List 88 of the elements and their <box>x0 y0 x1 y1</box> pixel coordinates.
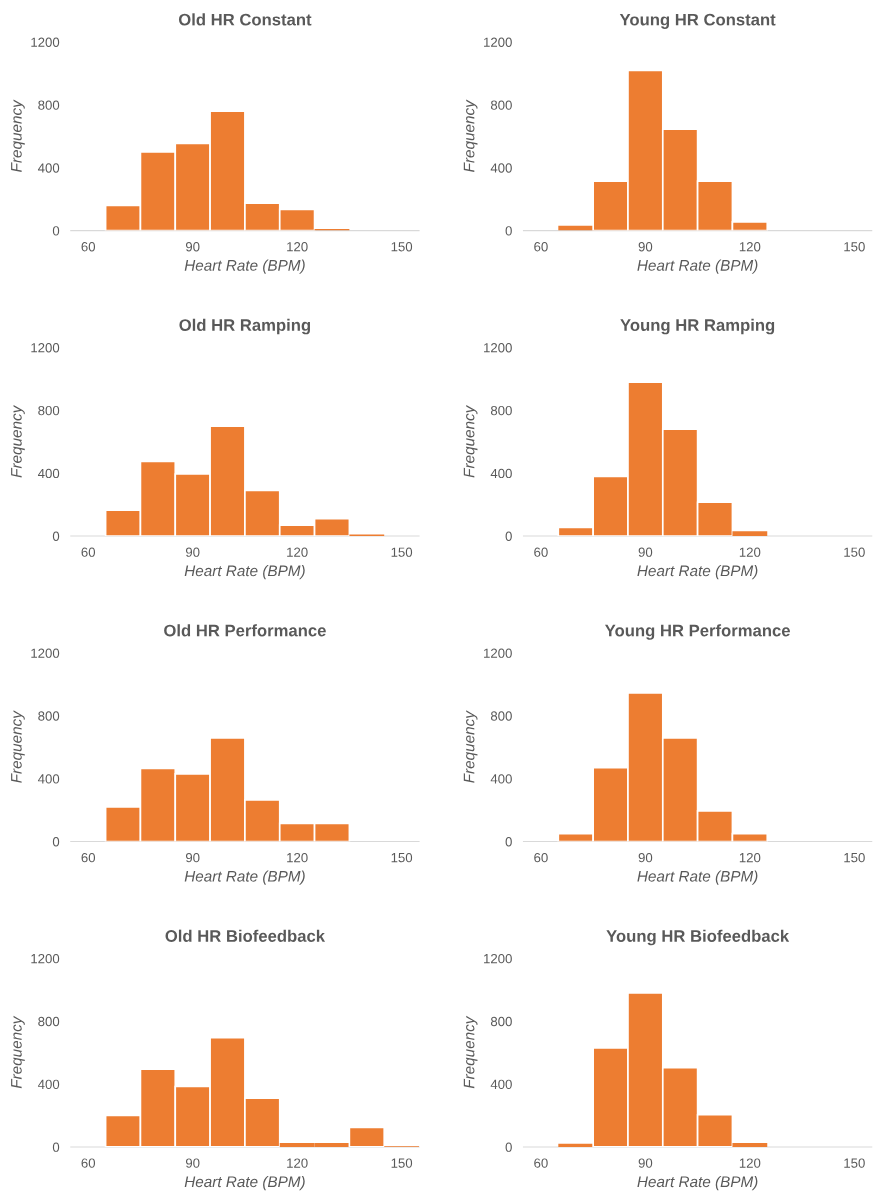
x-tick-label: 150 <box>844 852 865 863</box>
y-tick-label: 400 <box>490 468 512 479</box>
chart-title: Young HR Performance <box>604 624 790 640</box>
x-tick-label: 60 <box>534 1158 548 1168</box>
x-tick-label: 60 <box>81 242 96 252</box>
x-tick-label: 60 <box>534 242 548 252</box>
x-tick-label: 90 <box>185 1158 200 1168</box>
x-tick-label: 150 <box>844 547 865 557</box>
y-axis-title: Frequency <box>463 710 478 783</box>
y-tick-label: 1200 <box>31 343 60 353</box>
y-tick-label: 400 <box>37 163 60 173</box>
x-tick-label: 90 <box>185 852 200 863</box>
y-tick-label: 0 <box>505 531 512 541</box>
x-axis-title: Heart Rate (BPM) <box>637 870 758 885</box>
x-tick-label: 120 <box>287 852 308 863</box>
x-tick-label: 90 <box>638 1158 653 1168</box>
x-tick-label: 90 <box>185 547 200 557</box>
y-tick-label: 1200 <box>484 648 512 658</box>
y-tick-label: 800 <box>490 711 512 721</box>
y-tick-label: 1200 <box>484 37 512 47</box>
y-axis-title: Frequency <box>11 1015 25 1089</box>
x-axis-title: Heart Rate (BPM) <box>637 259 758 274</box>
x-tick-label: 120 <box>287 1158 308 1168</box>
x-tick-label: 90 <box>185 242 200 252</box>
y-tick-label: 1200 <box>31 953 60 964</box>
x-tick-label: 60 <box>81 1158 96 1168</box>
x-tick-label: 60 <box>81 852 96 863</box>
x-tick-label: 60 <box>534 852 548 863</box>
y-tick-label: 0 <box>505 837 512 847</box>
x-tick-label: 150 <box>844 1158 865 1168</box>
y-tick-label: 800 <box>38 1016 60 1027</box>
y-tick-label: 0 <box>505 1142 512 1152</box>
y-tick-label: 400 <box>490 163 512 173</box>
y-tick-label: 1200 <box>31 37 60 47</box>
x-tick-label: 150 <box>391 547 413 557</box>
y-tick-label: 1200 <box>31 648 60 658</box>
x-axis-title: Heart Rate (BPM) <box>637 565 758 580</box>
x-tick-label: 120 <box>287 242 308 252</box>
x-tick-label: 120 <box>739 242 761 252</box>
y-tick-label: 400 <box>37 468 60 479</box>
y-tick-label: 1200 <box>484 953 512 964</box>
x-tick-label: 150 <box>844 242 865 252</box>
y-axis-title: Frequency <box>463 99 478 172</box>
x-axis-title: Heart Rate (BPM) <box>184 259 305 274</box>
x-axis-title: Heart Rate (BPM) <box>184 1175 305 1191</box>
y-axis-title: Frequency <box>463 404 478 478</box>
chart-title: Old HR Performance <box>164 624 326 637</box>
x-tick-label: 120 <box>739 1158 761 1168</box>
y-tick-label: 800 <box>38 100 60 110</box>
y-axis-title: Frequency <box>11 404 25 478</box>
chart-title: Young HR Constant <box>619 13 776 29</box>
y-tick-label: 800 <box>490 100 512 110</box>
chart-title: Young HR Ramping <box>620 318 775 335</box>
y-axis-title: Frequency <box>11 99 25 172</box>
x-tick-label: 120 <box>739 547 761 557</box>
x-tick-label: 150 <box>391 242 413 252</box>
chart-title: Young HR Biofeedback <box>606 929 790 946</box>
y-tick-label: 400 <box>490 774 512 784</box>
y-tick-label: 800 <box>490 1016 512 1027</box>
chart-title: Old HR Constant <box>178 13 312 26</box>
y-tick-label: 400 <box>37 774 60 784</box>
y-tick-label: 0 <box>52 1142 60 1152</box>
x-tick-label: 150 <box>391 852 413 863</box>
x-axis-title: Heart Rate (BPM) <box>637 1175 758 1191</box>
x-tick-label: 60 <box>81 547 96 557</box>
y-tick-label: 1200 <box>484 343 512 353</box>
x-tick-label: 60 <box>534 547 548 557</box>
y-tick-label: 0 <box>52 531 60 541</box>
y-tick-label: 0 <box>52 837 60 847</box>
x-tick-label: 90 <box>638 852 653 863</box>
y-tick-label: 400 <box>490 1079 512 1090</box>
x-axis-title: Heart Rate (BPM) <box>184 565 305 580</box>
y-tick-label: 800 <box>38 405 60 416</box>
y-tick-label: 0 <box>52 226 60 236</box>
y-tick-label: 800 <box>38 711 60 721</box>
y-tick-label: 800 <box>490 405 512 416</box>
chart-title: Old HR Biofeedback <box>165 929 326 942</box>
x-tick-label: 90 <box>638 242 653 252</box>
y-tick-label: 0 <box>505 226 512 236</box>
y-axis-title: Frequency <box>463 1015 478 1089</box>
x-tick-label: 120 <box>287 547 308 557</box>
x-tick-label: 120 <box>739 852 761 863</box>
x-tick-label: 150 <box>391 1158 413 1168</box>
y-axis-title: Frequency <box>11 710 25 783</box>
y-tick-label: 400 <box>37 1079 60 1090</box>
chart-title: Old HR Ramping <box>179 318 310 335</box>
x-axis-title: Heart Rate (BPM) <box>184 870 305 885</box>
x-tick-label: 90 <box>638 547 653 557</box>
